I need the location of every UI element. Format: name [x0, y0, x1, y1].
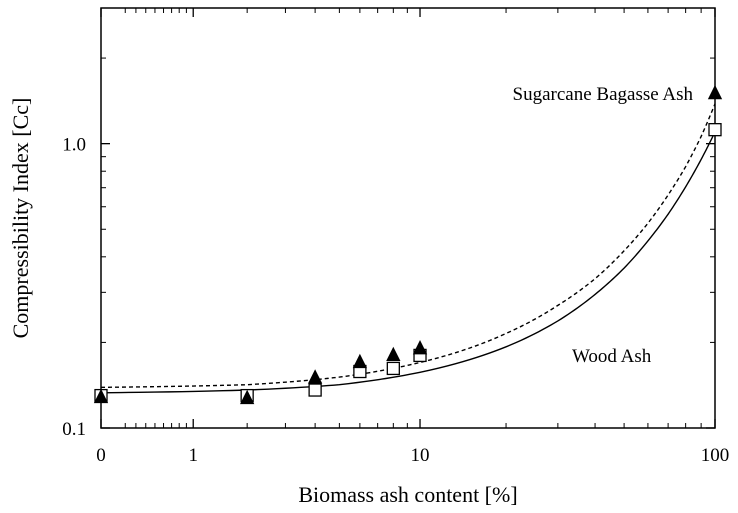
fit-line-wood-ash: [100, 131, 716, 394]
tick-labels: 0 1 10 100 0.1 1.0: [62, 135, 729, 466]
point-wood-ash-2: [308, 383, 322, 397]
point-sugarcane-bagasse-ash-4: [386, 346, 401, 362]
point-sugarcane-bagasse-ash-2: [307, 369, 323, 384]
point-sugarcane-bagasse-ash-1: [240, 389, 255, 405]
plot-frame: [100, 7, 716, 429]
fit-line-sugarcane-bagasse-ash: [100, 103, 716, 389]
point-sugarcane-bagasse-ash-3: [352, 353, 368, 369]
y-axis-label: Compressibility Index [Cc]: [8, 98, 33, 339]
x-tick-label-2: 10: [411, 445, 430, 466]
point-sugarcane-bagasse-ash-6: [707, 84, 723, 100]
x-axis-label: Biomass ash content [%]: [298, 482, 517, 507]
y-tick-label-1: 1.0: [62, 135, 86, 156]
data-points: [93, 84, 723, 405]
fit-curves: [100, 103, 716, 394]
x-tick-label-0: 0: [96, 445, 106, 466]
x-tick-label-1: 1: [188, 445, 198, 466]
point-sugarcane-bagasse-ash-0: [93, 388, 109, 404]
annotation-wood-ash: Wood Ash: [572, 346, 652, 367]
annotation-sugarcane-bagasse-ash: Sugarcane Bagasse Ash: [513, 84, 694, 105]
x-tick-label-3: 100: [701, 445, 730, 466]
point-wood-ash-4: [386, 361, 400, 376]
y-tick-label-0: 0.1: [62, 419, 86, 440]
point-sugarcane-bagasse-ash-5: [412, 340, 428, 355]
axis-ticks: [100, 7, 716, 429]
point-wood-ash-6: [708, 123, 722, 137]
